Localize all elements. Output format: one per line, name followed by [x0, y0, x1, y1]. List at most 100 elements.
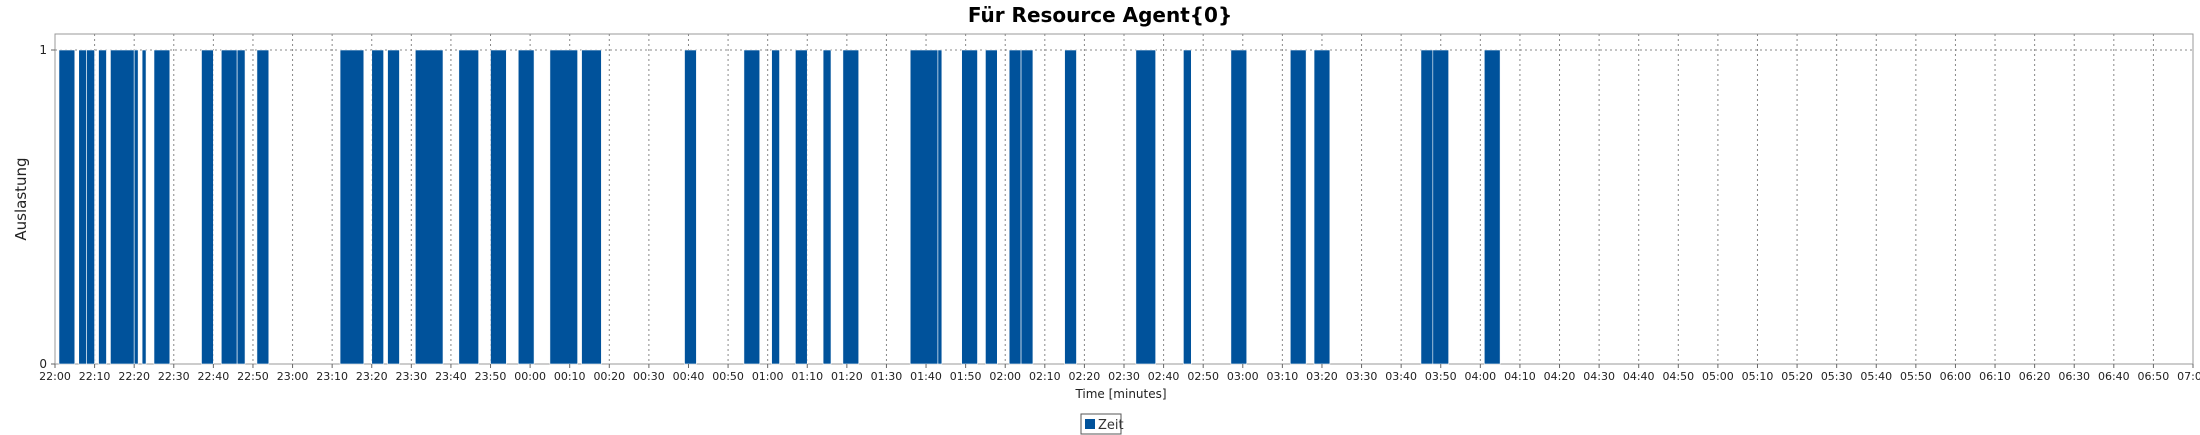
bar: [909, 49, 939, 365]
x-tick-label: 02:20: [1069, 370, 1101, 383]
x-tick-label: 00:00: [514, 370, 546, 383]
bar: [220, 49, 238, 365]
bar: [387, 49, 400, 365]
x-tick-label: 23:30: [395, 370, 427, 383]
bar: [98, 49, 107, 365]
y-axis: 01: [39, 43, 55, 371]
x-tick-label: 04:50: [1662, 370, 1694, 383]
x-tick-label: 03:10: [1267, 370, 1299, 383]
x-tick-label: 05:40: [1860, 370, 1892, 383]
bar: [1230, 49, 1248, 365]
bar: [58, 49, 76, 365]
x-tick-label: 23:10: [316, 370, 348, 383]
x-tick-label: 03:30: [1346, 370, 1378, 383]
chart-title: Für Resource Agent{0}: [968, 3, 1232, 27]
x-tick-label: 05:20: [1781, 370, 1813, 383]
bar: [937, 49, 943, 365]
bar: [961, 49, 978, 365]
bar: [1313, 49, 1331, 365]
x-tick-label: 00:20: [593, 370, 625, 383]
bar: [153, 49, 171, 365]
bar: [414, 49, 444, 365]
bar: [339, 49, 365, 365]
bar-series-zeit: [58, 49, 1501, 365]
bar: [110, 49, 135, 365]
bar: [371, 49, 384, 365]
x-tick-label: 22:40: [198, 370, 230, 383]
bar: [1432, 49, 1449, 365]
x-tick-label: 04:30: [1583, 370, 1615, 383]
bar: [490, 49, 507, 365]
x-tick-label: 01:30: [871, 370, 903, 383]
x-tick-label: 05:00: [1702, 370, 1734, 383]
x-tick-label: 03:00: [1227, 370, 1259, 383]
x-tick-label: 01:40: [910, 370, 942, 383]
x-axis: 22:00 22:10 22:20 22:30 22:40 22:50 23:00 23:10…: [39, 364, 2200, 383]
x-tick-label: 04:40: [1623, 370, 1655, 383]
x-tick-label: 22:10: [79, 370, 111, 383]
x-tick-label: 06:20: [2019, 370, 2051, 383]
bar: [795, 49, 808, 365]
bar: [1289, 49, 1307, 365]
x-tick-label: 05:50: [1900, 370, 1932, 383]
x-tick-label: 06:00: [1940, 370, 1972, 383]
bar: [1008, 49, 1022, 365]
bar: [1064, 49, 1077, 365]
bar: [822, 49, 832, 365]
x-tick-label: 22:30: [158, 370, 190, 383]
x-tick-label: 00:10: [554, 370, 586, 383]
x-tick-label: 23:20: [356, 370, 388, 383]
x-tick-label: 03:20: [1306, 370, 1338, 383]
x-tick-label: 04:00: [1464, 370, 1496, 383]
y-axis-label: Auslastung: [12, 157, 30, 240]
x-tick-label: 04:10: [1504, 370, 1536, 383]
legend-swatch: [1085, 419, 1095, 429]
bar: [1183, 49, 1192, 365]
bar: [201, 49, 214, 365]
x-tick-label: 23:00: [277, 370, 309, 383]
bar: [256, 49, 270, 365]
x-tick-label: 06:10: [1979, 370, 2011, 383]
x-tick-label: 01:50: [950, 370, 982, 383]
x-tick-label: 03:50: [1425, 370, 1457, 383]
bar: [771, 49, 780, 365]
x-tick-label: 00:40: [673, 370, 705, 383]
legend-label: Zeit: [1098, 418, 1124, 433]
x-tick-label: 03:40: [1385, 370, 1417, 383]
bar: [458, 49, 479, 365]
x-tick-label: 02:40: [1148, 370, 1180, 383]
x-tick-label: 04:20: [1544, 370, 1576, 383]
bar: [133, 49, 139, 365]
bar: [86, 49, 95, 365]
bar: [684, 49, 697, 365]
x-tick-label: 01:20: [831, 370, 863, 383]
x-tick-label: 00:30: [633, 370, 665, 383]
x-tick-label: 02:30: [1108, 370, 1140, 383]
x-tick-label: 02:10: [1029, 370, 1061, 383]
bar: [985, 49, 998, 365]
bar: [78, 49, 87, 365]
x-tick-label: 02:00: [989, 370, 1021, 383]
y-tick-label: 0: [39, 357, 47, 371]
x-tick-label: 23:50: [475, 370, 507, 383]
bar: [236, 49, 246, 365]
x-tick-label: 22:00: [39, 370, 71, 383]
x-tick-label: 02:50: [1187, 370, 1219, 383]
bar: [549, 49, 578, 365]
x-tick-label: 06:30: [2058, 370, 2090, 383]
legend: Zeit: [1080, 413, 1124, 435]
x-axis-label: Time [minutes]: [1074, 387, 1166, 401]
x-tick-label: 22:20: [118, 370, 150, 383]
bar: [1483, 49, 1501, 365]
x-tick-label: 01:00: [752, 370, 784, 383]
x-tick-label: 05:30: [1821, 370, 1853, 383]
bar: [1020, 49, 1034, 365]
bar: [1135, 49, 1156, 365]
x-tick-label: 05:10: [1742, 370, 1774, 383]
x-tick-label: 01:10: [791, 370, 823, 383]
x-tick-label: 00:50: [712, 370, 744, 383]
bar: [581, 49, 602, 365]
bar: [743, 49, 761, 365]
x-tick-label: 22:50: [237, 370, 269, 383]
